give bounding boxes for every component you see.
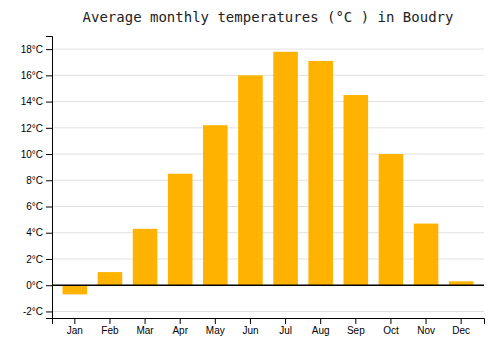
- x-axis-line: [53, 319, 485, 325]
- grid-line: [52, 180, 484, 181]
- y-tick: 10°C: [21, 149, 52, 160]
- grid-line: [52, 127, 484, 128]
- x-tick: Jan: [67, 318, 83, 336]
- y-tick-label: 12°C: [21, 123, 43, 134]
- y-tick-label: 6°C: [26, 201, 43, 212]
- title: Average monthly temperatures (°C ) in Bo…: [83, 9, 454, 25]
- y-tick-label: -2°C: [23, 306, 43, 317]
- x-tick-mark: [180, 318, 181, 324]
- grid-line: [52, 49, 484, 50]
- grid: [52, 49, 484, 311]
- bars: [63, 52, 474, 295]
- grid-line: [52, 154, 484, 155]
- x-tick: May: [206, 318, 225, 336]
- y-tick-label: 10°C: [21, 149, 43, 160]
- x-tick: Apr: [172, 318, 188, 336]
- grid-line: [52, 285, 484, 286]
- y-tick: 2°C: [26, 254, 52, 265]
- grid-line: [52, 311, 484, 312]
- x-tick-mark: [285, 318, 286, 324]
- bar: [133, 229, 158, 285]
- x-tick-label: Apr: [172, 325, 188, 336]
- grid-line: [52, 101, 484, 102]
- x-axis: Jan Feb Mar Apr May Jun Jul Aug Sep Oct Nov Dec: [53, 318, 485, 336]
- y-tick-label: 8°C: [26, 175, 43, 186]
- y-tick: 0°C: [26, 280, 52, 291]
- x-tick: Jul: [279, 318, 292, 336]
- y-tick-mark: [46, 207, 52, 208]
- bar: [98, 272, 123, 285]
- x-tick-label: Nov: [417, 325, 435, 336]
- bar: [203, 125, 228, 285]
- x-tick-label: Dec: [452, 325, 470, 336]
- bar: [63, 285, 88, 294]
- y-tick-label: 0°C: [26, 280, 43, 291]
- y-tick: 6°C: [26, 201, 52, 212]
- x-tick-mark: [320, 318, 321, 324]
- bar: [238, 75, 263, 285]
- x-tick-mark: [145, 318, 146, 324]
- x-tick: Aug: [312, 318, 330, 336]
- x-tick: Oct: [383, 318, 399, 336]
- x-tick-mark: [390, 318, 391, 324]
- y-tick-mark: [46, 259, 52, 260]
- x-tick-label: Jan: [67, 325, 83, 336]
- x-tick: Dec: [452, 318, 470, 336]
- y-tick-mark: [46, 311, 52, 312]
- bar: [168, 174, 193, 285]
- x-tick-mark: [461, 318, 462, 324]
- y-axis-line: [46, 37, 53, 319]
- grid-line: [52, 206, 484, 207]
- y-tick-mark: [46, 102, 52, 103]
- x-tick-label: Jul: [279, 325, 292, 336]
- y-tick-label: 16°C: [21, 70, 43, 81]
- y-axis: -2°C 0°C 2°C 4°C 6°C 8°C 10°C 12°C 14°C 16°C 18°C: [21, 37, 53, 319]
- x-tick-label: Mar: [136, 325, 154, 336]
- x-tick-label: Oct: [383, 325, 399, 336]
- plot-area: -2°C 0°C 2°C 4°C 6°C 8°C 10°C 12°C 14°C 16°C 18°C J…: [21, 37, 485, 337]
- x-tick-mark: [109, 318, 110, 324]
- y-tick: 16°C: [21, 70, 52, 81]
- y-tick: 4°C: [26, 227, 52, 238]
- bar: [273, 52, 298, 285]
- y-tick: 8°C: [26, 175, 52, 186]
- x-tick: Mar: [136, 318, 154, 336]
- x-tick-label: May: [206, 325, 225, 336]
- y-tick-mark: [46, 233, 52, 234]
- x-tick-mark: [215, 318, 216, 324]
- y-tick: -2°C: [23, 306, 52, 317]
- x-tick-mark: [426, 318, 427, 324]
- x-tick-mark: [74, 318, 75, 324]
- bar: [344, 95, 369, 285]
- x-tick: Nov: [417, 318, 435, 336]
- x-tick: Jun: [242, 318, 258, 336]
- x-tick: Sep: [347, 318, 365, 336]
- y-tick: 12°C: [21, 123, 52, 134]
- x-tick-label: Jun: [242, 325, 258, 336]
- bar: [379, 154, 404, 285]
- x-tick-mark: [250, 318, 251, 324]
- y-tick-mark: [46, 49, 52, 50]
- y-tick-label: 18°C: [21, 44, 43, 55]
- bar: [414, 224, 439, 286]
- x-tick-mark: [355, 318, 356, 324]
- zero-line: [52, 284, 484, 286]
- x-tick-label: Sep: [347, 325, 365, 336]
- y-tick-label: 2°C: [26, 254, 43, 265]
- y-tick-mark: [46, 180, 52, 181]
- chart: -2°C 0°C 2°C 4°C 6°C 8°C 10°C 12°C 14°C 16°C 18°C J…: [0, 0, 500, 350]
- y-tick: 18°C: [21, 44, 52, 55]
- y-tick-mark: [46, 285, 52, 286]
- x-tick: Feb: [101, 318, 119, 336]
- y-tick-mark: [46, 128, 52, 129]
- y-tick-mark: [46, 75, 52, 76]
- y-tick-label: 4°C: [26, 227, 43, 238]
- x-tick-label: Aug: [312, 325, 330, 336]
- bar: [308, 61, 333, 285]
- grid-line: [52, 75, 484, 76]
- x-tick-label: Feb: [101, 325, 119, 336]
- y-tick: 14°C: [21, 96, 52, 107]
- y-tick-label: 14°C: [21, 96, 43, 107]
- y-tick-mark: [46, 154, 52, 155]
